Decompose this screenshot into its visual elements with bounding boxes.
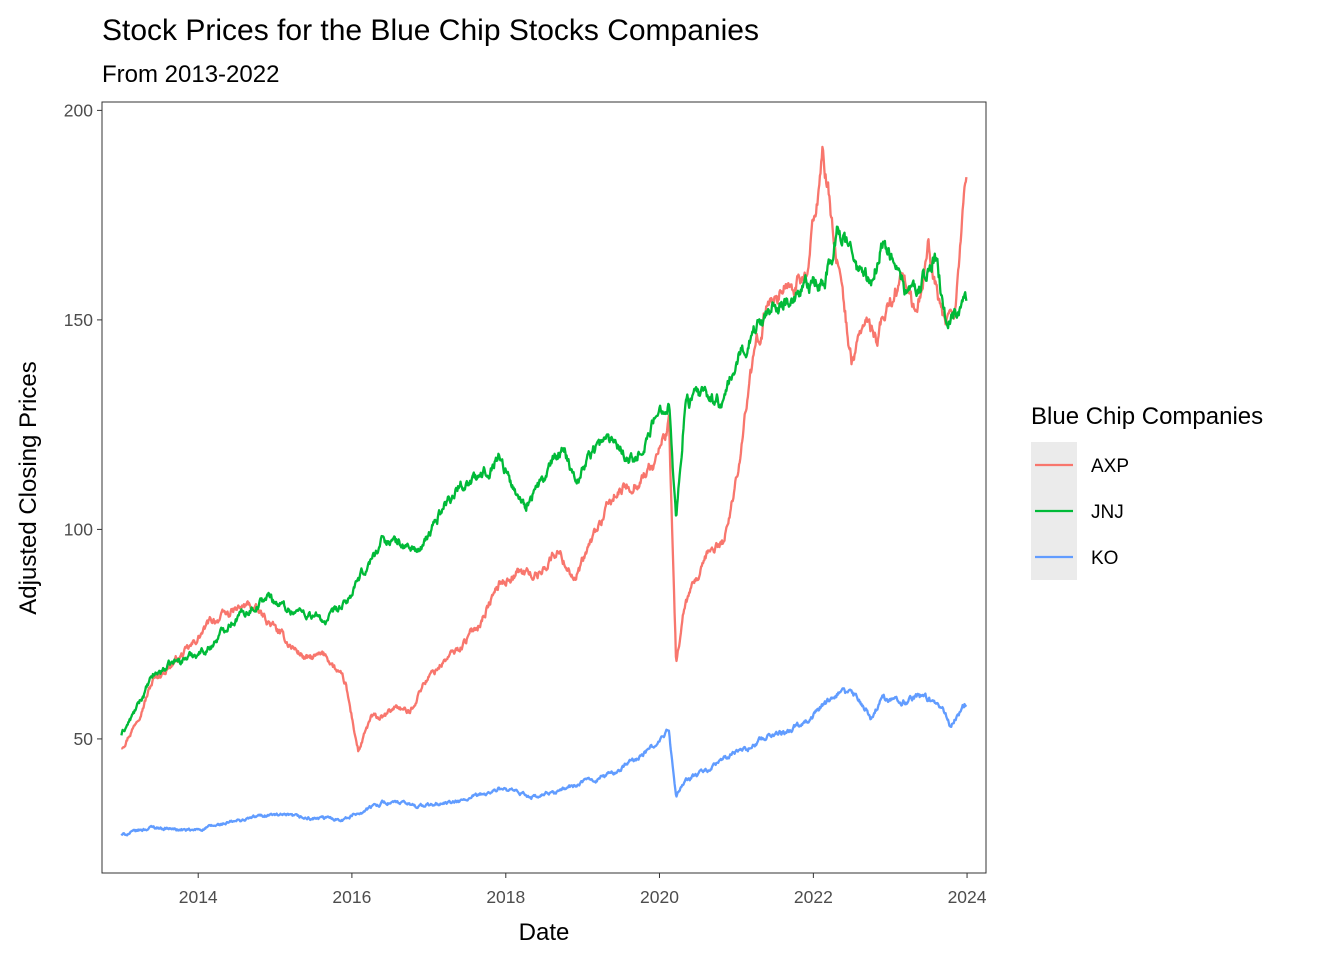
y-axis: 50 100 150 200 [64,100,102,749]
x-axis: 2014 2016 2018 2020 2022 2024 [179,873,987,907]
y-axis-title: Adjusted Closing Prices [15,361,42,614]
x-tick-label: 2024 [948,887,987,907]
legend: Blue Chip Companies AXP JNJ KO [1031,403,1263,580]
y-tick-label: 200 [64,100,93,120]
legend-label-ko: KO [1091,548,1118,569]
series-line-ko [120,687,968,837]
legend-label-jnj: JNJ [1091,502,1124,523]
y-tick-label: 100 [64,519,93,539]
x-tick-label: 2018 [486,887,525,907]
legend-label-axp: AXP [1091,456,1129,477]
legend-title: Blue Chip Companies [1031,403,1263,430]
series-layer [120,145,968,837]
x-axis-title: Date [519,919,570,946]
x-tick-label: 2016 [332,887,371,907]
series-line-jnj [120,225,968,736]
x-tick-label: 2014 [179,887,218,907]
y-tick-label: 150 [64,310,93,330]
x-tick-label: 2022 [794,887,833,907]
series-line-axp [120,145,968,753]
chart-title: Stock Prices for the Blue Chip Stocks Co… [102,14,759,47]
y-tick-label: 50 [74,729,94,749]
chart-subtitle: From 2013-2022 [102,61,279,88]
x-tick-label: 2020 [640,887,679,907]
plot-panel-border [101,101,987,874]
